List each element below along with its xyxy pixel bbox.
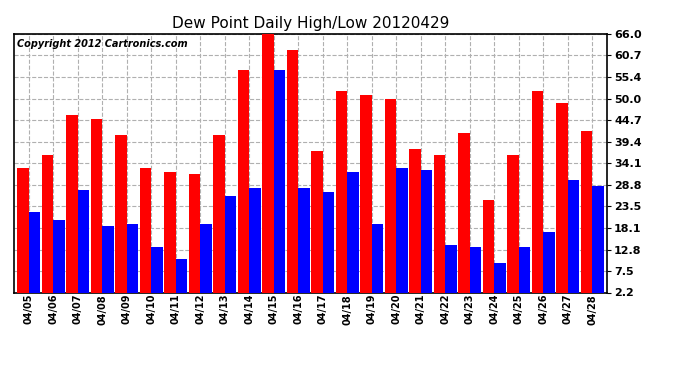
Bar <box>519 247 531 302</box>
Bar <box>17 168 28 302</box>
Bar <box>495 263 506 302</box>
Bar <box>41 155 53 302</box>
Bar <box>581 131 593 302</box>
Bar <box>77 190 89 302</box>
Bar <box>139 168 151 302</box>
Bar <box>287 50 298 302</box>
Bar <box>372 224 384 302</box>
Bar <box>237 70 249 302</box>
Bar <box>90 119 102 302</box>
Bar <box>115 135 126 302</box>
Bar <box>470 247 482 302</box>
Bar <box>385 99 396 302</box>
Bar <box>544 232 555 302</box>
Bar <box>28 212 40 302</box>
Bar <box>151 247 163 302</box>
Bar <box>200 224 212 302</box>
Bar <box>458 133 470 302</box>
Bar <box>126 224 138 302</box>
Bar <box>445 244 457 302</box>
Bar <box>568 180 580 302</box>
Bar <box>434 155 445 302</box>
Bar <box>556 103 568 302</box>
Bar <box>164 172 176 302</box>
Bar <box>249 188 261 302</box>
Bar <box>483 200 495 302</box>
Bar <box>262 34 274 302</box>
Bar <box>409 149 421 302</box>
Bar <box>507 155 519 302</box>
Bar <box>176 259 187 302</box>
Bar <box>311 152 323 302</box>
Bar <box>53 220 65 302</box>
Bar <box>274 70 285 302</box>
Bar <box>347 172 359 302</box>
Bar <box>188 174 200 302</box>
Bar <box>360 94 372 302</box>
Bar <box>102 226 114 302</box>
Text: Copyright 2012 Cartronics.com: Copyright 2012 Cartronics.com <box>17 39 188 49</box>
Bar <box>66 115 77 302</box>
Bar <box>323 192 334 302</box>
Bar <box>532 90 544 302</box>
Bar <box>396 168 408 302</box>
Bar <box>213 135 225 302</box>
Bar <box>421 170 433 302</box>
Bar <box>225 196 236 302</box>
Title: Dew Point Daily High/Low 20120429: Dew Point Daily High/Low 20120429 <box>172 16 449 31</box>
Bar <box>298 188 310 302</box>
Bar <box>593 186 604 302</box>
Bar <box>336 90 347 302</box>
